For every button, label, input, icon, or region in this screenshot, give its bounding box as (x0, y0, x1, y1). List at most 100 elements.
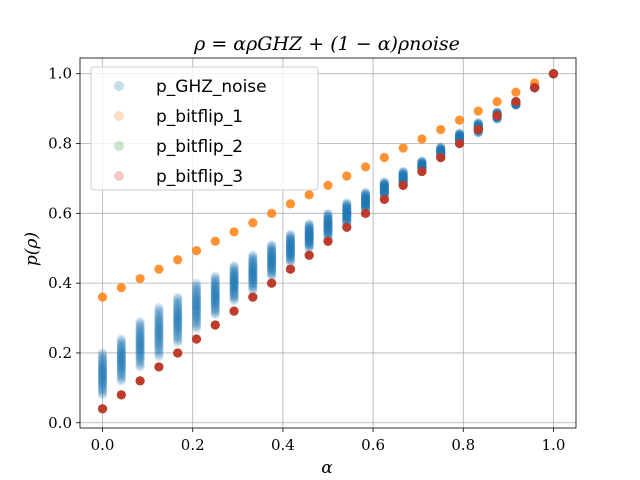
p-ghz-noise-point (248, 252, 258, 262)
p-ghz-noise-point (210, 291, 220, 301)
p-ghz-noise-point (210, 282, 220, 292)
x-axis-label: α (321, 458, 333, 478)
p-ghz-noise-point (267, 252, 277, 262)
p-ghz-noise-point (116, 336, 126, 346)
p-ghz-noise-point (135, 347, 145, 357)
p-ghz-noise-point (342, 201, 352, 211)
y-tick-label: 0.8 (48, 135, 72, 153)
p-ghz-noise-point (191, 293, 202, 303)
p-ghz-noise-point (135, 340, 145, 350)
p-ghz-noise-point (229, 294, 239, 304)
p-ghz-noise-point (135, 336, 145, 346)
p-ghz-noise-point (285, 254, 296, 265)
points-layer (97, 69, 559, 414)
p-bitflip-1-point (154, 264, 164, 274)
p-ghz-noise-point (417, 160, 427, 170)
p-ghz-noise-point (210, 304, 220, 314)
p-ghz-noise-point (135, 349, 145, 359)
p-ghz-noise-point (191, 291, 202, 301)
p-ghz-noise-point (97, 376, 108, 386)
p-ghz-noise-point (97, 380, 108, 390)
p-ghz-noise-point (154, 309, 164, 320)
p-ghz-noise-point (304, 237, 314, 248)
p-ghz-noise-point (173, 296, 183, 307)
p-ghz-noise-point (154, 319, 164, 329)
p-ghz-noise-point (210, 308, 220, 318)
p-ghz-noise-point (229, 279, 239, 289)
p-ghz-noise-point (360, 196, 371, 207)
p-ghz-noise-point (454, 130, 465, 140)
y-tick-label: 0.2 (48, 344, 72, 362)
p-ghz-noise-point (342, 203, 352, 213)
p-ghz-noise-point (173, 309, 183, 319)
p-ghz-noise-point (229, 295, 239, 306)
p-bitflip-1-point (417, 134, 427, 144)
p-ghz-noise-point (304, 228, 314, 238)
p-ghz-noise-point (304, 222, 314, 232)
p-ghz-noise-point (248, 278, 258, 289)
p-bitflip-3-point (379, 194, 389, 204)
p-ghz-noise-point (360, 196, 371, 206)
p-ghz-noise-point (379, 181, 389, 192)
p-ghz-noise-point (304, 241, 314, 251)
chart-title: ρ = αρGHZ + (1 − α)ρnoise (193, 33, 460, 55)
p-ghz-noise-point (285, 257, 296, 267)
p-ghz-noise-point (379, 180, 389, 190)
p-ghz-noise-point (116, 352, 126, 362)
p-ghz-noise-point (267, 259, 277, 269)
p-ghz-noise-point (342, 215, 352, 225)
p-ghz-noise-point (304, 227, 314, 237)
p-ghz-noise-point (267, 264, 277, 274)
p-ghz-noise-point (116, 350, 126, 360)
p-ghz-noise-point (454, 128, 465, 139)
p-bitflip-1-point (229, 227, 239, 237)
p-ghz-noise-point (267, 240, 277, 250)
p-ghz-noise-point (285, 229, 296, 239)
p-ghz-noise-point (154, 305, 164, 315)
p-ghz-noise-point (154, 344, 164, 355)
p-ghz-noise-point (229, 262, 239, 272)
p-ghz-noise-point (285, 238, 296, 249)
p-ghz-noise-point (210, 288, 220, 298)
p-ghz-noise-point (116, 346, 126, 356)
p-ghz-noise-point (116, 362, 126, 372)
p-ghz-noise-point (210, 280, 220, 290)
x-tick-label: 0.8 (451, 436, 475, 454)
p-ghz-noise-point (210, 284, 220, 294)
p-ghz-noise-point (304, 221, 314, 231)
p-bitflip-1-point (285, 199, 296, 209)
p-ghz-noise-point (379, 179, 389, 190)
plot-frame (79, 57, 577, 429)
p-ghz-noise-point (116, 374, 126, 384)
p-ghz-noise-point (173, 335, 183, 345)
p-ghz-noise-point (191, 297, 202, 308)
p-ghz-noise-point (154, 335, 164, 345)
p-ghz-noise-point (267, 255, 277, 265)
p-ghz-noise-point (304, 240, 314, 250)
p-ghz-noise-point (248, 253, 258, 264)
p-ghz-noise-point (379, 184, 389, 194)
p-ghz-noise-point (173, 337, 183, 348)
p-ghz-noise-point (116, 360, 126, 370)
p-bitflip-1-point (473, 106, 483, 116)
p-ghz-noise-point (454, 128, 465, 138)
p-bitflip-1-point (398, 143, 408, 153)
p-ghz-noise-point (323, 211, 333, 221)
p-ghz-noise-point (116, 376, 126, 386)
p-ghz-noise-point (173, 311, 183, 322)
p-bitflip-3-point (267, 278, 277, 288)
p-ghz-noise-point (229, 264, 239, 274)
p-bitflip-1-point (267, 208, 277, 218)
p-ghz-noise-point (379, 178, 389, 188)
p-ghz-noise-point (267, 270, 277, 280)
p-ghz-noise-point (342, 204, 352, 214)
legend-marker (114, 141, 124, 151)
p-ghz-noise-point (173, 322, 183, 332)
p-ghz-noise-point (154, 323, 164, 334)
p-ghz-noise-point (285, 245, 296, 255)
p-ghz-noise-point (398, 171, 408, 181)
p-ghz-noise-point (135, 360, 145, 370)
p-bitflip-3-point (285, 264, 296, 274)
p-ghz-noise-point (191, 304, 202, 314)
p-ghz-noise-point (97, 354, 108, 364)
